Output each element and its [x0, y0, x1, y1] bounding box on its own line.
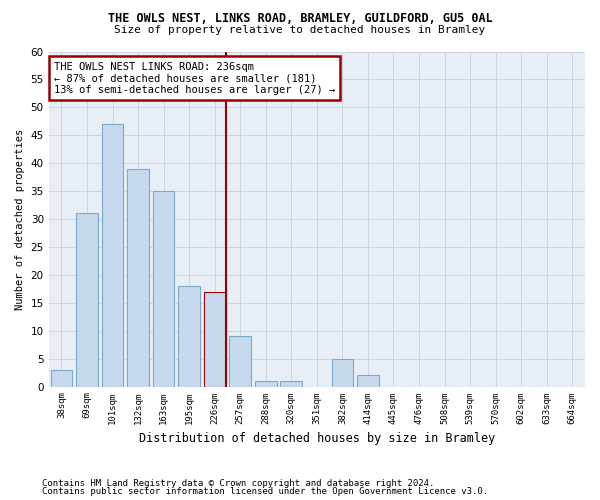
- Bar: [50, 370, 72, 386]
- Bar: [229, 336, 251, 386]
- Bar: [204, 292, 226, 386]
- Y-axis label: Number of detached properties: Number of detached properties: [15, 128, 25, 310]
- Text: THE OWLS NEST LINKS ROAD: 236sqm
← 87% of detached houses are smaller (181)
13% : THE OWLS NEST LINKS ROAD: 236sqm ← 87% o…: [54, 62, 335, 95]
- Bar: [127, 169, 149, 386]
- Bar: [76, 214, 98, 386]
- Text: Size of property relative to detached houses in Bramley: Size of property relative to detached ho…: [115, 25, 485, 35]
- Text: THE OWLS NEST, LINKS ROAD, BRAMLEY, GUILDFORD, GU5 0AL: THE OWLS NEST, LINKS ROAD, BRAMLEY, GUIL…: [107, 12, 493, 26]
- Bar: [332, 358, 353, 386]
- Text: Contains public sector information licensed under the Open Government Licence v3: Contains public sector information licen…: [42, 487, 488, 496]
- Bar: [255, 381, 277, 386]
- Bar: [357, 376, 379, 386]
- Bar: [178, 286, 200, 386]
- Text: Contains HM Land Registry data © Crown copyright and database right 2024.: Contains HM Land Registry data © Crown c…: [42, 478, 434, 488]
- Bar: [153, 191, 175, 386]
- Bar: [280, 381, 302, 386]
- X-axis label: Distribution of detached houses by size in Bramley: Distribution of detached houses by size …: [139, 432, 495, 445]
- Bar: [101, 124, 124, 386]
